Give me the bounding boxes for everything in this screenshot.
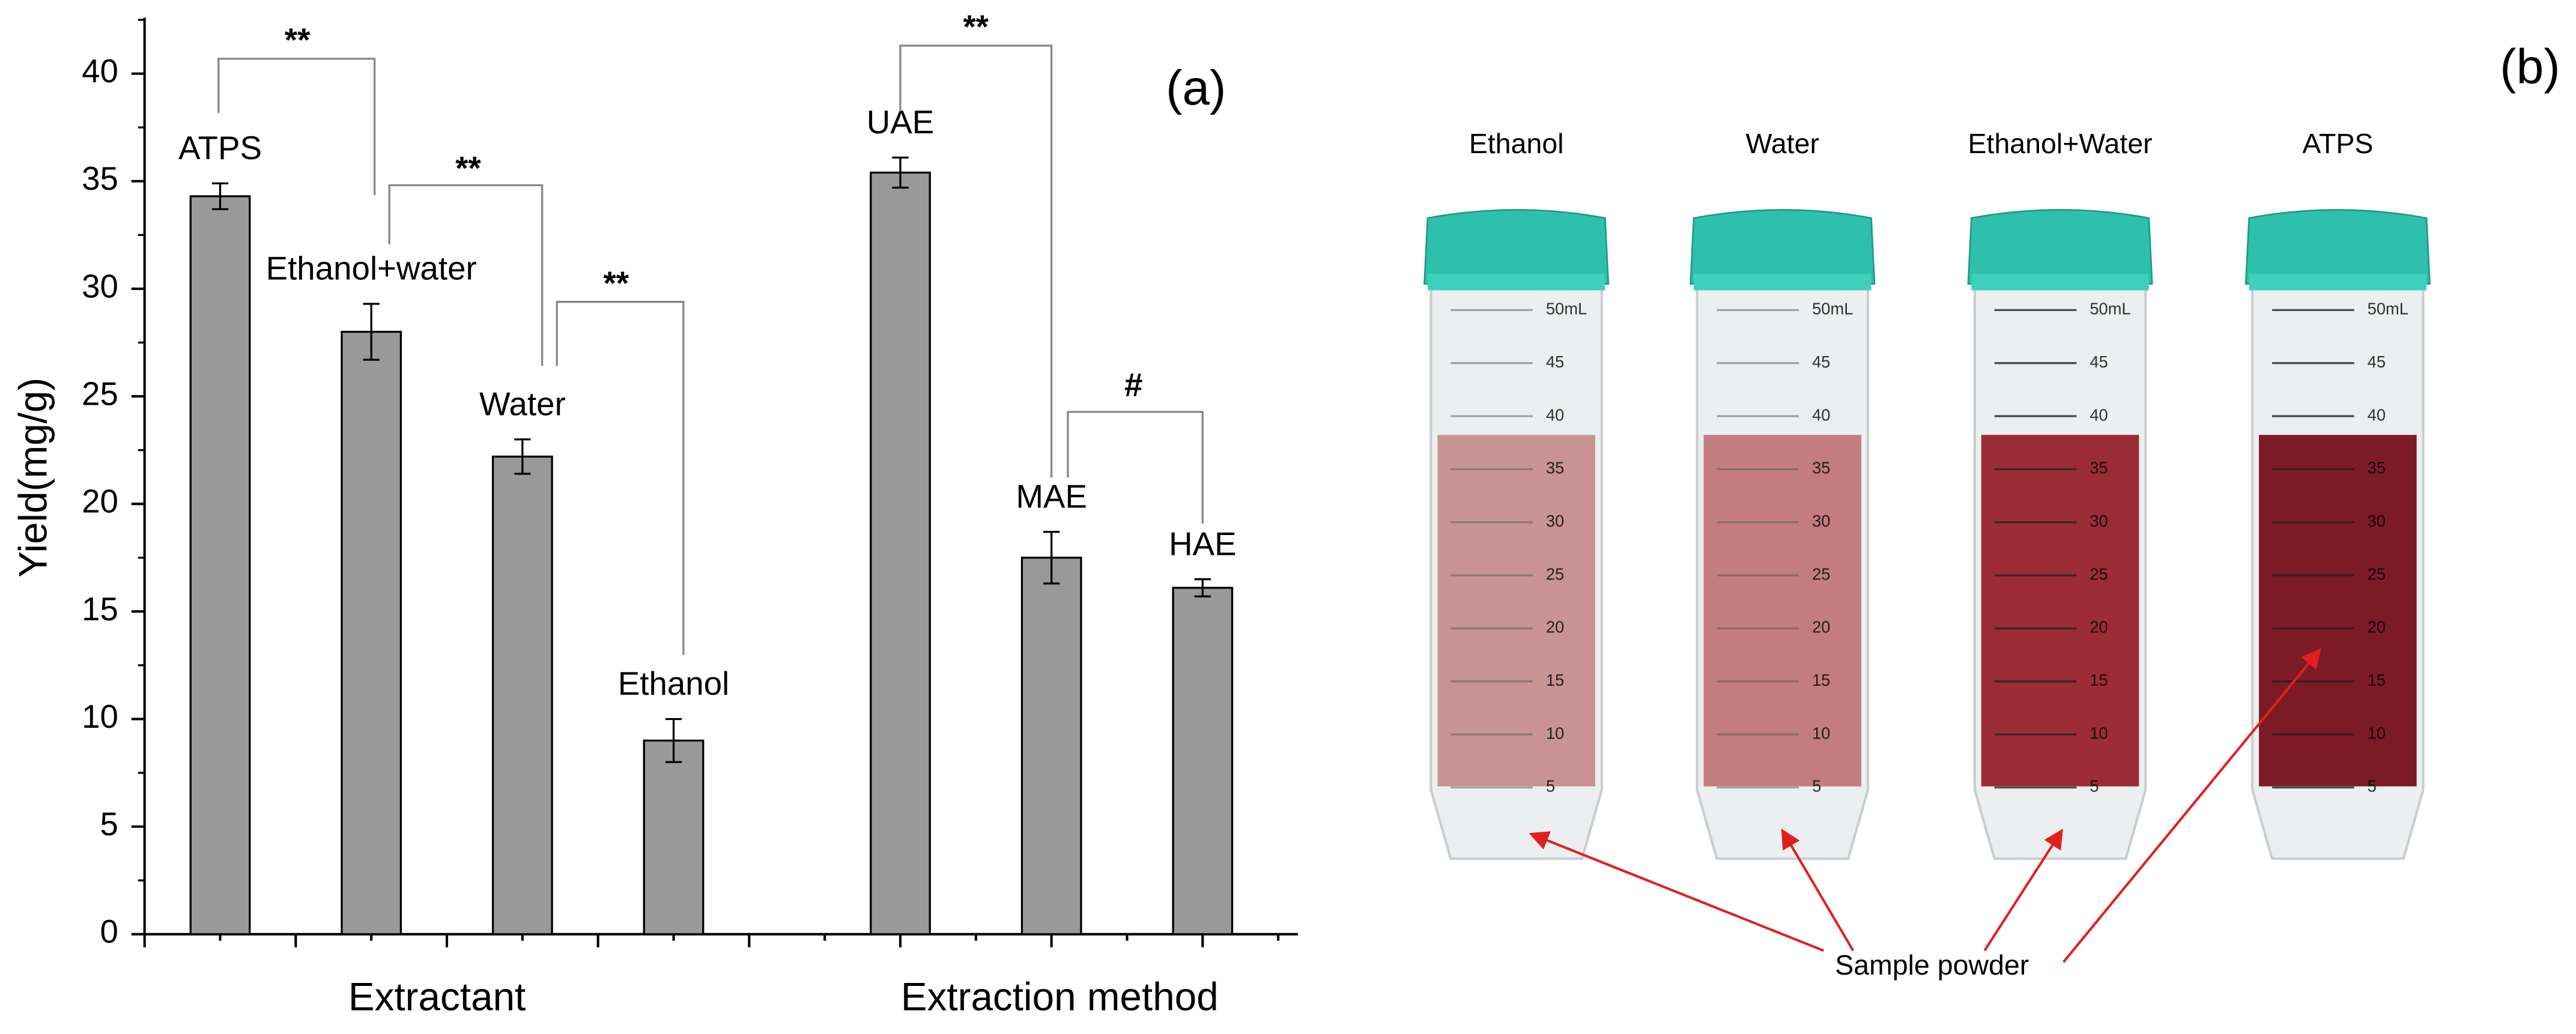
tube-scale-label: 50mL [1812, 300, 1853, 318]
bar-label: HAE [1169, 525, 1236, 562]
annotation-arrow [1983, 828, 2064, 952]
panel-label: (b) [2500, 40, 2560, 94]
bar [1172, 587, 1234, 936]
y-axis-title: Yield(mg/g) [11, 378, 55, 578]
bar-label: ATPS [178, 129, 262, 166]
bar [643, 739, 705, 936]
tube-scale-label: 5 [2090, 777, 2099, 796]
bar [1020, 557, 1082, 936]
tube-scale-label: 5 [2368, 777, 2377, 796]
bar-label: MAE [1016, 478, 1087, 515]
bar [341, 330, 402, 936]
tube-scale-label: 40 [2090, 405, 2108, 424]
tube-scale-label: 30 [1546, 512, 1564, 530]
tube-scale-label: 30 [2090, 512, 2108, 530]
tube-scale-label: 10 [2368, 724, 2386, 742]
tube-scale-label: 30 [1812, 512, 1830, 530]
y-tick-label: 0 [100, 913, 118, 950]
significance-label: # [1124, 366, 1142, 403]
tube-cap [1967, 209, 2153, 285]
y-tick-label: 25 [82, 375, 118, 413]
significance-label: ** [963, 8, 989, 45]
tube-cap [1423, 209, 1610, 285]
y-tick-label: 10 [82, 698, 118, 735]
bar-label: Ethanol+water [266, 250, 477, 287]
tube-scale-label: 35 [2368, 459, 2386, 477]
tube-label: Water [1746, 128, 1819, 159]
tube-scale-label: 40 [1546, 405, 1564, 424]
y-tick-label: 35 [82, 160, 118, 197]
y-tick-label: 20 [82, 483, 118, 520]
tube-cap-base [2249, 274, 2427, 291]
tube-label: Ethanol [1469, 128, 1564, 159]
bar [870, 171, 931, 936]
y-tick-label: 40 [82, 52, 118, 89]
tube-scale-label: 40 [2368, 405, 2386, 424]
panel-label: (a) [1166, 61, 1226, 115]
significance-bracket [1067, 411, 1204, 524]
tube-scale-label: 35 [1546, 459, 1564, 477]
tube-scale-label: 5 [1812, 777, 1821, 796]
tube-scale-label: 50mL [1546, 300, 1587, 318]
group-label: Extraction method [901, 975, 1219, 1019]
tube-scale-label: 15 [1812, 671, 1830, 689]
tube-scale-label: 45 [2090, 352, 2108, 371]
significance-label: ** [455, 149, 481, 186]
group-label: Extractant [348, 975, 526, 1019]
tube-label: Ethanol+Water [1968, 128, 2153, 159]
tube-scale-label: 25 [2368, 564, 2386, 583]
tube-scale-label: 10 [1546, 724, 1564, 742]
tube-scale-label: 15 [2090, 671, 2108, 689]
significance-bracket [899, 44, 1053, 478]
y-tick-label: 15 [82, 590, 118, 627]
tube-cap-base [1971, 274, 2149, 291]
bar [491, 455, 553, 936]
y-tick-label: 5 [100, 805, 118, 842]
tube-scale-label: 10 [1812, 724, 1830, 742]
tube-scale-label: 5 [1546, 777, 1555, 796]
significance-label: ** [603, 264, 629, 301]
tube-scale-label: 35 [1812, 459, 1830, 477]
bar-label: Ethanol [618, 665, 729, 702]
bar [189, 195, 251, 936]
significance-bracket [217, 58, 376, 195]
annotation: Sample powder [1835, 949, 2029, 981]
tube-label: ATPS [2302, 128, 2373, 159]
tube-scale-label: 45 [2368, 352, 2386, 371]
significance-bracket [388, 184, 544, 366]
tube-scale-label: 40 [1812, 405, 1830, 424]
tube-cap-base [1428, 274, 1605, 291]
tube-scale-label: 50mL [2368, 300, 2408, 318]
tube-scale-label: 20 [2368, 618, 2386, 636]
tube-scale-label: 20 [1812, 618, 1830, 636]
annotation-arrow [1529, 831, 1824, 952]
tube-scale-label: 25 [1812, 564, 1830, 583]
y-tick-label: 30 [82, 267, 118, 304]
tube-scale-label: 25 [1546, 564, 1564, 583]
tube-scale-label: 20 [2090, 618, 2108, 636]
tube-scale-label: 20 [1546, 618, 1564, 636]
annotation-arrow [2062, 648, 2321, 963]
tube-scale-label: 35 [2090, 459, 2108, 477]
annotation-arrow [1781, 828, 1855, 952]
significance-label: ** [285, 21, 311, 58]
bar-label: Water [479, 385, 566, 422]
significance-bracket [556, 301, 685, 655]
tube-cap [1690, 209, 1876, 285]
tube-scale-label: 25 [2090, 564, 2108, 583]
tube-scale-label: 15 [1546, 671, 1564, 689]
tube-scale-label: 15 [2368, 671, 2386, 689]
tube-cap-base [1694, 274, 1871, 291]
tube-scale-label: 50mL [2090, 300, 2130, 318]
tube-scale-label: 45 [1546, 352, 1564, 371]
tube-cap [2244, 209, 2431, 285]
tube-scale-label: 45 [1812, 352, 1830, 371]
tube-scale-label: 30 [2368, 512, 2386, 530]
tube-scale-label: 10 [2090, 724, 2108, 742]
